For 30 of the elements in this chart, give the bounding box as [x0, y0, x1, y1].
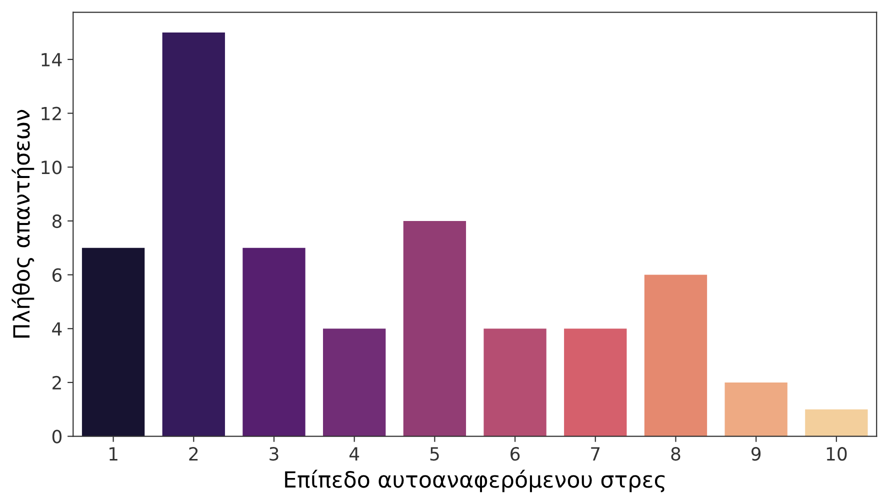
y-axis-title: Πλήθος απαντήσεων	[12, 110, 34, 338]
x-tick-label: 9	[751, 447, 761, 461]
y-tick-label: 0	[52, 430, 62, 444]
y-tick-label: 4	[52, 322, 62, 336]
bar	[644, 274, 708, 436]
x-tick-label: 6	[510, 447, 520, 461]
bar	[564, 328, 627, 436]
bar	[484, 328, 546, 436]
bar	[805, 409, 868, 436]
x-tick-label: 4	[349, 447, 360, 460]
y-tick-label: 10	[42, 160, 62, 174]
y-tick-label: 8	[52, 214, 62, 228]
x-tick-label: 8	[671, 447, 680, 461]
bar	[82, 248, 145, 436]
bar	[724, 382, 788, 436]
bar	[403, 220, 466, 436]
bar	[162, 32, 225, 436]
y-tick-label: 14	[42, 53, 62, 66]
x-axis-title: Επίπεδο αυτοαναφερόμενου στρες	[285, 470, 665, 492]
bar	[323, 328, 386, 436]
x-tick-label: 10	[826, 447, 847, 461]
bar	[242, 248, 306, 436]
x-tick-label: 1	[110, 447, 118, 460]
y-tick-label: 6	[52, 268, 62, 282]
x-tick-label: 7	[591, 447, 600, 460]
x-tick-label: 2	[189, 447, 198, 460]
y-tick-label: 12	[42, 106, 61, 120]
x-tick-label: 3	[270, 447, 278, 461]
x-tick-label: 5	[430, 447, 439, 461]
y-tick-label: 2	[52, 376, 61, 390]
